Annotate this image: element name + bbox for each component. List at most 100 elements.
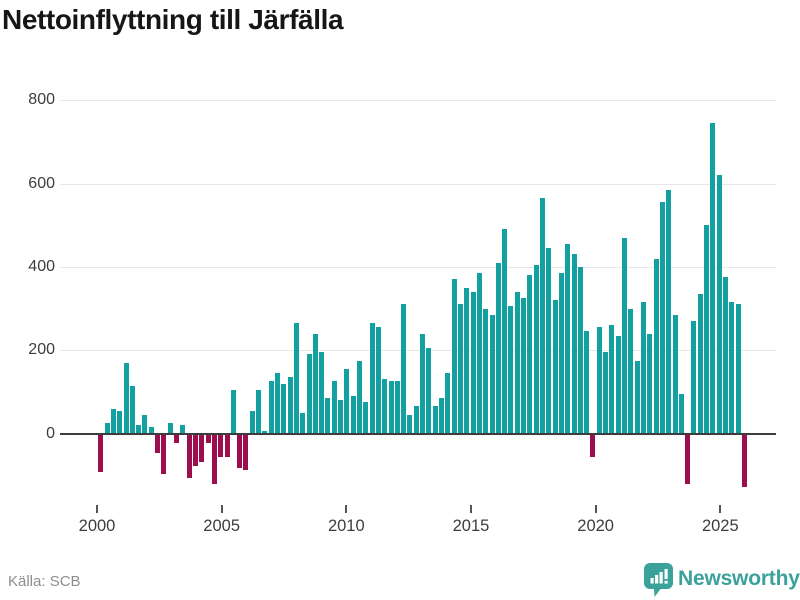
bar-2022-Q1	[653, 258, 659, 434]
x-tick-2020	[594, 505, 597, 513]
bar-2014-Q1	[451, 279, 457, 434]
y-axis-label-200: 200	[28, 341, 55, 359]
bar-2009-Q2	[331, 381, 337, 434]
bar-2008-Q3	[312, 333, 318, 434]
bar-2013-Q1	[426, 348, 432, 434]
bar-2020-Q3	[615, 335, 621, 434]
bar-2003-Q2	[180, 425, 186, 434]
bar-2003-Q1	[174, 434, 180, 443]
bar-2012-Q4	[420, 333, 426, 434]
bar-2022-Q2	[659, 202, 665, 434]
bar-2023-Q3	[691, 321, 697, 434]
bar-2020-Q4	[622, 237, 628, 434]
newsworthy-bubble-icon	[644, 563, 673, 597]
bar-2008-Q4	[319, 352, 325, 434]
gridline-600	[60, 183, 776, 185]
bar-2014-Q4	[470, 291, 476, 434]
bar-2004-Q1	[199, 434, 205, 462]
bar-2003-Q3	[186, 434, 192, 479]
y-axis-label-0: 0	[46, 424, 55, 442]
bar-2000-Q2	[104, 423, 110, 434]
bar-2015-Q2	[483, 308, 489, 434]
logo-bar-3	[659, 572, 663, 584]
x-tick-2010	[345, 505, 348, 513]
bar-2015-Q4	[495, 262, 501, 434]
bar-2014-Q2	[457, 304, 463, 434]
bar-2013-Q2	[432, 406, 438, 434]
bar-2009-Q1	[325, 398, 331, 434]
x-tick-2000	[96, 505, 98, 513]
bar-2005-Q1	[224, 434, 230, 458]
source-attribution: Källa: SCB	[8, 573, 81, 590]
x-tick-2025	[719, 505, 722, 513]
bar-2021-Q1	[628, 308, 634, 434]
bar-2005-Q2	[230, 389, 236, 434]
bar-2024-Q2	[710, 123, 716, 434]
bar-2001-Q3	[136, 425, 142, 434]
bar-2002-Q2	[155, 434, 161, 454]
bar-2025-Q3	[741, 434, 747, 487]
bar-2006-Q3	[262, 431, 268, 434]
bar-2017-Q1	[527, 275, 533, 434]
bar-2006-Q1	[249, 410, 255, 434]
chart-title: Nettoinflyttning till Järfälla	[2, 4, 344, 35]
bar-2019-Q3	[590, 434, 596, 458]
bar-2010-Q1	[350, 396, 356, 434]
bar-2006-Q4	[268, 381, 274, 434]
brand-wordmark: Newsworthy	[678, 567, 800, 590]
bar-2004-Q3	[211, 434, 217, 485]
bar-2015-Q1	[476, 273, 482, 434]
bar-2023-Q4	[697, 293, 703, 434]
bar-2018-Q2	[558, 273, 564, 434]
bar-2020-Q1	[603, 352, 609, 434]
bar-2023-Q2	[685, 434, 691, 485]
bar-2024-Q1	[704, 225, 710, 434]
gridline-400	[60, 266, 776, 268]
y-axis-label-800: 800	[28, 91, 55, 109]
x-axis-zero-line	[60, 432, 776, 435]
y-axis-label-400: 400	[28, 257, 55, 275]
bar-2016-Q3	[514, 291, 520, 434]
bar-2018-Q4	[571, 254, 577, 434]
bar-2001-Q1	[123, 362, 129, 434]
bar-2010-Q4	[369, 323, 375, 434]
bar-2015-Q3	[489, 314, 495, 434]
bar-2012-Q3	[413, 406, 419, 434]
bar-2004-Q2	[205, 434, 211, 443]
bar-2008-Q2	[306, 354, 312, 434]
newsworthy-logo: Newsworthy	[644, 563, 800, 599]
bar-2011-Q2	[382, 379, 388, 434]
bar-2016-Q2	[508, 306, 514, 434]
bar-2002-Q3	[161, 434, 167, 475]
gridline-200	[60, 350, 776, 352]
bar-2020-Q2	[609, 325, 615, 434]
bar-2018-Q1	[552, 300, 558, 434]
gridline-800	[60, 100, 776, 102]
bar-2000-Q1	[98, 434, 104, 472]
bar-2007-Q2	[281, 383, 287, 434]
bar-2016-Q4	[521, 298, 527, 434]
bar-2009-Q3	[338, 400, 344, 434]
x-axis-label-2025: 2025	[701, 517, 739, 535]
bar-2022-Q3	[666, 189, 672, 434]
bar-2011-Q1	[375, 327, 381, 434]
bar-2025-Q1	[729, 302, 735, 434]
bar-2005-Q3	[237, 434, 243, 468]
bar-2010-Q3	[363, 402, 369, 434]
x-tick-2005	[220, 505, 223, 513]
bar-2013-Q4	[445, 373, 451, 434]
bar-2000-Q4	[117, 410, 123, 434]
bar-2005-Q4	[243, 434, 249, 470]
bar-2010-Q2	[357, 360, 362, 434]
bar-2024-Q4	[722, 277, 728, 434]
bar-2003-Q4	[192, 434, 198, 466]
bar-chart-plot-area: 0 200 400 600 800 2000 2005 2010 2015 2020 2025	[28, 91, 776, 535]
logo-exclamation-dot	[664, 580, 668, 584]
x-axis-label-2000: 2000	[78, 517, 116, 535]
bar-2017-Q2	[533, 264, 539, 434]
bar-2002-Q4	[167, 423, 173, 434]
bar-2019-Q1	[577, 266, 583, 434]
bar-2007-Q1	[274, 373, 280, 434]
bar-2006-Q2	[256, 389, 262, 434]
